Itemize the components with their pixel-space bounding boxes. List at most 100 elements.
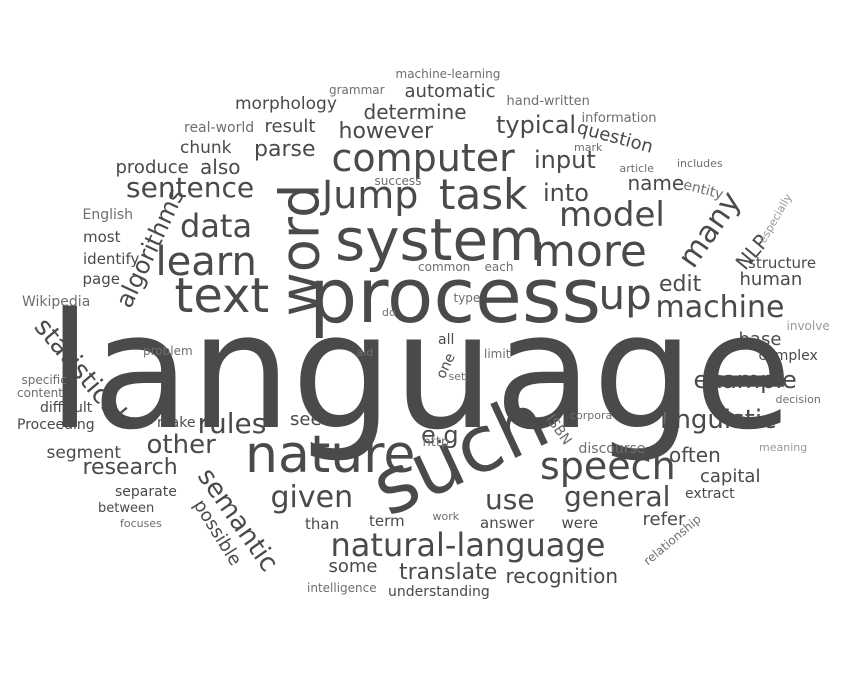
word-cloud-word: success (374, 174, 422, 188)
word-cloud-word: some (328, 556, 378, 577)
word-cloud-word: human (739, 269, 803, 290)
word-cloud-word: often (669, 443, 721, 467)
word-cloud-word: linguistic (660, 405, 777, 435)
word-cloud-word: typical (496, 111, 577, 139)
word-cloud-word: common (418, 260, 471, 274)
word-cloud-word: English (82, 207, 134, 223)
word-cloud-word: extract (685, 486, 735, 502)
word-cloud-word: corpora (570, 408, 613, 422)
word-cloud-word: all (438, 332, 455, 348)
word-cloud-word: complex (758, 348, 818, 364)
word-cloud-word: into (543, 179, 589, 207)
word-cloud-word: involve (786, 319, 830, 333)
word-cloud-word: computer (331, 136, 515, 180)
word-cloud-word: aid (356, 345, 374, 359)
word-cloud-word: information (581, 110, 657, 126)
word-cloud-word: decision (775, 392, 821, 406)
word-cloud-word: were (561, 513, 599, 532)
word-cloud-word: example (693, 366, 797, 394)
word-cloud-word: produce (115, 157, 189, 178)
word-cloud-word: machine (655, 290, 785, 325)
word-cloud-word: general (564, 480, 671, 513)
word-cloud-word: given (270, 480, 354, 515)
word-cloud-word: base (738, 329, 782, 350)
word-cloud-word: task (439, 170, 528, 219)
word-cloud-word: determine (363, 100, 467, 124)
word-cloud-word: chunk (180, 137, 232, 158)
word-cloud-word: than (305, 514, 340, 533)
word-cloud-word: translate (399, 560, 498, 585)
word-cloud-word: entity (681, 177, 725, 203)
word-cloud-word: up (598, 270, 652, 319)
word-cloud-word: see (290, 409, 322, 430)
word-cloud-word: term (369, 511, 405, 530)
word-cloud-word: do (382, 305, 396, 319)
word-cloud-word: speech (540, 444, 676, 488)
word-cloud-word: type (453, 291, 481, 305)
word-cloud-word: model (559, 195, 665, 235)
word-cloud-word: http (422, 434, 450, 450)
word-cloud-word: parse (254, 137, 316, 162)
word-cloud-word: word (267, 183, 331, 317)
word-cloud-word: focuses (120, 516, 162, 530)
word-cloud-word: Wikipedia (22, 294, 91, 310)
word-cloud-word: includes (677, 156, 723, 170)
word-cloud-word: intelligence (307, 581, 377, 595)
word-cloud-word: data (180, 207, 253, 245)
word-cloud-word: Proceeding (17, 417, 95, 433)
word-cloud-word: meaning (759, 440, 808, 454)
word-cloud-word: most (83, 227, 121, 246)
word-cloud-word: answer (480, 513, 535, 532)
word-cloud-word: problem (143, 344, 193, 358)
word-cloud-word: work (432, 509, 460, 523)
word-cloud-word: sentence (126, 171, 255, 204)
word-cloud-word: identify (83, 249, 140, 268)
word-cloud-word: separate (115, 484, 177, 500)
word-cloud-word: machine-learning (395, 67, 501, 81)
word-cloud-word: other (146, 430, 216, 460)
word-cloud-word: between (98, 500, 155, 516)
word-cloud-word: discourse (578, 441, 646, 457)
word-cloud-word: set (448, 369, 466, 383)
word-cloud-word: research (82, 455, 178, 480)
word-cloud-word: learn (155, 239, 257, 285)
word-cloud-word: language (47, 278, 793, 465)
word-cloud-word: however (338, 119, 434, 144)
word-cloud-word: each (484, 260, 514, 274)
word-cloud-word: result (264, 116, 316, 137)
word-cloud-word: input (534, 146, 596, 174)
word-cloud-word: especially (755, 191, 795, 245)
word-cloud-word: real-world (184, 120, 255, 136)
word-cloud-word: edit (659, 272, 702, 297)
word-cloud-word: segment (46, 442, 122, 463)
word-cloud-word: morphology (235, 93, 337, 114)
word-cloud-word: nature (245, 425, 416, 485)
word-cloud-word: difficult (40, 400, 93, 416)
word-cloud-word: also (200, 155, 241, 179)
word-cloud-word: use (485, 483, 535, 516)
word-cloud-word: structure (748, 253, 817, 272)
word-cloud-word: system (335, 206, 545, 274)
word-cloud-word: text (174, 268, 270, 324)
word-cloud-word: make (157, 415, 196, 431)
word-cloud-word: automatic (404, 81, 496, 102)
word-cloud-word: mark (574, 140, 603, 154)
word-cloud-word: limit (484, 347, 511, 361)
word-cloud-word: hand-written (506, 93, 590, 109)
word-cloud-word: article (619, 161, 655, 175)
word-cloud-word: Jump (322, 173, 419, 217)
word-cloud-word: content (17, 386, 63, 400)
word-cloud-word: e.g (421, 421, 459, 449)
word-cloud-word: refer (642, 509, 686, 530)
word-cloud-word: capital (700, 466, 761, 487)
word-cloud-word: more (533, 226, 647, 277)
word-cloud-word: understanding (388, 584, 490, 600)
word-cloud-word: recognition (505, 564, 619, 588)
word-cloud-word: rules (197, 407, 267, 440)
word-cloud-word: page (82, 269, 120, 288)
word-cloud-word: name (627, 171, 685, 195)
word-cloud-word: natural-language (330, 526, 606, 564)
word-cloud-word: grammar (329, 83, 385, 97)
word-cloud-word: specific (21, 373, 67, 387)
